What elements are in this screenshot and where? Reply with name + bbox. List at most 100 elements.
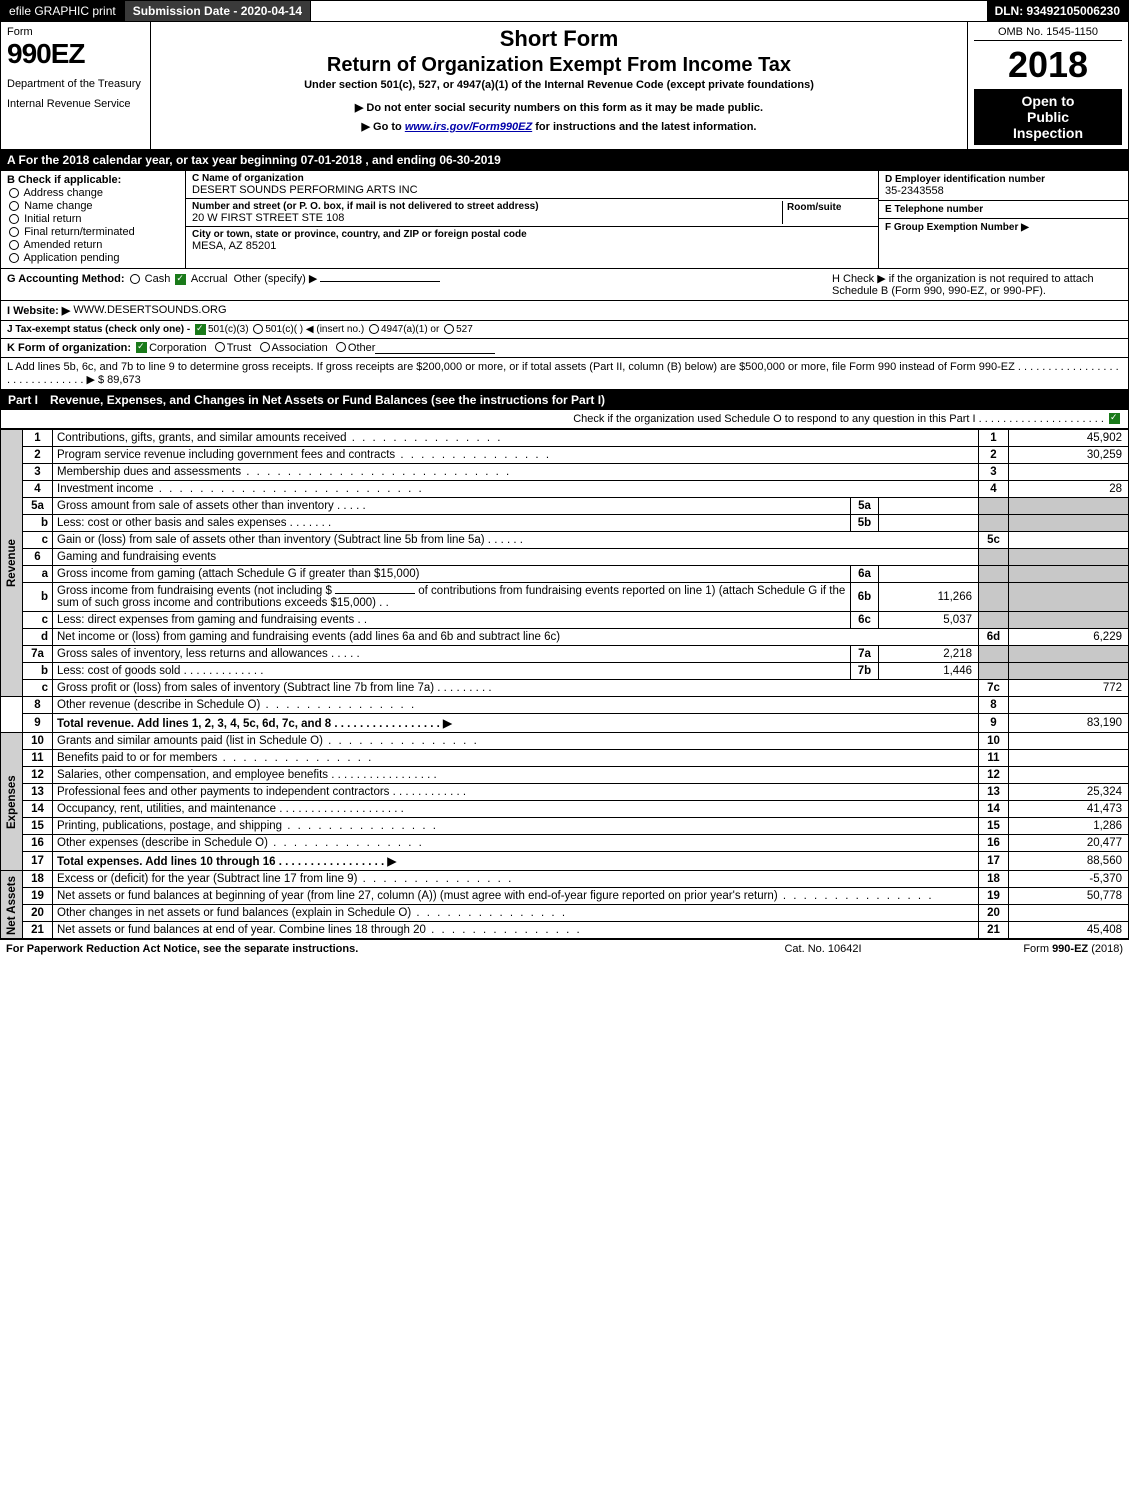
side-revenue: Revenue bbox=[1, 430, 23, 697]
org-name-label: C Name of organization bbox=[192, 173, 872, 184]
line-h: H Check ▶ if the organization is not req… bbox=[822, 272, 1122, 297]
org-city: MESA, AZ 85201 bbox=[192, 240, 872, 252]
table-row: b Less: cost or other basis and sales ex… bbox=[1, 515, 1129, 532]
side-net-assets: Net Assets bbox=[1, 871, 23, 939]
header-right: OMB No. 1545-1150 2018 Open to Public In… bbox=[968, 22, 1128, 149]
addr-label: Number and street (or P. O. box, if mail… bbox=[192, 201, 782, 212]
j-501c-radio[interactable] bbox=[253, 324, 263, 334]
k-corp-check[interactable] bbox=[136, 342, 147, 353]
val-15: 1,286 bbox=[1009, 818, 1129, 835]
table-row: 16 Other expenses (describe in Schedule … bbox=[1, 835, 1129, 852]
val-8 bbox=[1009, 697, 1129, 714]
k-assoc-radio[interactable] bbox=[260, 342, 270, 352]
box-right: D Employer identification number 35-2343… bbox=[878, 171, 1128, 268]
val-7b: 1,446 bbox=[879, 663, 979, 680]
short-form-title: Short Form bbox=[159, 26, 959, 52]
k-trust-radio[interactable] bbox=[215, 342, 225, 352]
val-6b: 11,266 bbox=[879, 583, 979, 612]
line-l: L Add lines 5b, 6c, and 7b to line 9 to … bbox=[0, 358, 1129, 390]
website-value: WWW.DESERTSOUNDS.ORG bbox=[73, 304, 226, 317]
under-section: Under section 501(c), 527, or 4947(a)(1)… bbox=[159, 79, 959, 91]
room-label: Room/suite bbox=[787, 202, 841, 213]
part-i-check-row: Check if the organization used Schedule … bbox=[0, 410, 1129, 429]
org-name: DESERT SOUNDS PERFORMING ARTS INC bbox=[192, 184, 872, 196]
j-4947-radio[interactable] bbox=[369, 324, 379, 334]
table-row: a Gross income from gaming (attach Sched… bbox=[1, 566, 1129, 583]
table-row: 12 Salaries, other compensation, and emp… bbox=[1, 767, 1129, 784]
return-title: Return of Organization Exempt From Incom… bbox=[159, 54, 959, 77]
val-2: 30,259 bbox=[1009, 447, 1129, 464]
efile-label: efile GRAPHIC print bbox=[1, 1, 125, 21]
j-527-radio[interactable] bbox=[444, 324, 454, 334]
val-6d: 6,229 bbox=[1009, 629, 1129, 646]
box-d: D Employer identification number 35-2343… bbox=[879, 171, 1128, 201]
cb-amended[interactable]: Amended return bbox=[7, 239, 179, 251]
val-7a: 2,218 bbox=[879, 646, 979, 663]
val-6c: 5,037 bbox=[879, 612, 979, 629]
irs-link[interactable]: www.irs.gov/Form990EZ bbox=[405, 121, 532, 133]
val-14: 41,473 bbox=[1009, 801, 1129, 818]
top-bar: efile GRAPHIC print Submission Date - 20… bbox=[0, 0, 1129, 22]
ssn-notice: ▶ Do not enter social security numbers o… bbox=[159, 101, 959, 114]
page-footer: For Paperwork Reduction Act Notice, see … bbox=[0, 939, 1129, 958]
val-7c: 772 bbox=[1009, 680, 1129, 697]
box-f: F Group Exemption Number ▶ bbox=[879, 219, 1128, 236]
cb-address-change[interactable]: Address change bbox=[7, 187, 179, 199]
table-row: b Less: cost of goods sold . . . . . . .… bbox=[1, 663, 1129, 680]
table-row: 21 Net assets or fund balances at end of… bbox=[1, 922, 1129, 939]
line-g-label: G Accounting Method: bbox=[7, 273, 125, 285]
cb-initial-return[interactable]: Initial return bbox=[7, 213, 179, 225]
submission-date: Submission Date - 2020-04-14 bbox=[125, 1, 311, 21]
table-row: 5a Gross amount from sale of assets othe… bbox=[1, 498, 1129, 515]
table-row: 13 Professional fees and other payments … bbox=[1, 784, 1129, 801]
form-word: Form bbox=[7, 26, 144, 38]
table-row: 19 Net assets or fund balances at beginn… bbox=[1, 888, 1129, 905]
table-row: Expenses 10 Grants and similar amounts p… bbox=[1, 733, 1129, 750]
table-row: 11 Benefits paid to or for members 11 bbox=[1, 750, 1129, 767]
open-inspection: Open to Public Inspection bbox=[974, 89, 1122, 145]
g-accrual-check[interactable] bbox=[175, 274, 186, 285]
val-3 bbox=[1009, 464, 1129, 481]
table-row: 3 Membership dues and assessments 3 bbox=[1, 464, 1129, 481]
cb-final-return[interactable]: Final return/terminated bbox=[7, 226, 179, 238]
val-17: 88,560 bbox=[1009, 852, 1129, 871]
table-row: 15 Printing, publications, postage, and … bbox=[1, 818, 1129, 835]
dept-irs: Internal Revenue Service bbox=[7, 98, 144, 110]
dln-label: DLN: 93492105006230 bbox=[987, 1, 1128, 21]
val-18: -5,370 bbox=[1009, 871, 1129, 888]
cb-name-change[interactable]: Name change bbox=[7, 200, 179, 212]
val-20 bbox=[1009, 905, 1129, 922]
j-501c3-check[interactable] bbox=[195, 324, 206, 335]
footer-center: Cat. No. 10642I bbox=[723, 943, 923, 955]
table-row: 9 Total revenue. Add lines 1, 2, 3, 4, 5… bbox=[1, 714, 1129, 733]
val-10 bbox=[1009, 733, 1129, 750]
val-13: 25,324 bbox=[1009, 784, 1129, 801]
line-j: J Tax-exempt status (check only one) - 5… bbox=[0, 321, 1129, 339]
val-5c bbox=[1009, 532, 1129, 549]
header-left: Form 990EZ Department of the Treasury In… bbox=[1, 22, 151, 149]
k-other-radio[interactable] bbox=[336, 342, 346, 352]
val-19: 50,778 bbox=[1009, 888, 1129, 905]
val-4: 28 bbox=[1009, 481, 1129, 498]
val-11 bbox=[1009, 750, 1129, 767]
table-row: d Net income or (loss) from gaming and f… bbox=[1, 629, 1129, 646]
goto-line: ▶ Go to www.irs.gov/Form990EZ for instru… bbox=[159, 120, 959, 133]
info-grid: B Check if applicable: Address change Na… bbox=[0, 171, 1129, 269]
box-b: B Check if applicable: Address change Na… bbox=[1, 171, 186, 268]
ein-value: 35-2343558 bbox=[885, 185, 1122, 197]
table-row: Net Assets 18 Excess or (deficit) for th… bbox=[1, 871, 1129, 888]
tax-year: 2018 bbox=[974, 47, 1122, 83]
line-g-h: G Accounting Method: Cash Accrual Other … bbox=[0, 269, 1129, 301]
footer-right: Form 990-EZ (2018) bbox=[923, 943, 1123, 955]
val-16: 20,477 bbox=[1009, 835, 1129, 852]
line-i: I Website: ▶ WWW.DESERTSOUNDS.ORG bbox=[0, 301, 1129, 321]
table-row: 2 Program service revenue including gove… bbox=[1, 447, 1129, 464]
g-cash-radio[interactable] bbox=[130, 274, 140, 284]
footer-left: For Paperwork Reduction Act Notice, see … bbox=[6, 943, 723, 955]
box-e: E Telephone number bbox=[879, 201, 1128, 219]
table-row: b Gross income from fundraising events (… bbox=[1, 583, 1129, 612]
part-i-schedule-o-check[interactable] bbox=[1109, 413, 1120, 424]
side-expenses: Expenses bbox=[1, 733, 23, 871]
val-12 bbox=[1009, 767, 1129, 784]
cb-pending[interactable]: Application pending bbox=[7, 252, 179, 264]
